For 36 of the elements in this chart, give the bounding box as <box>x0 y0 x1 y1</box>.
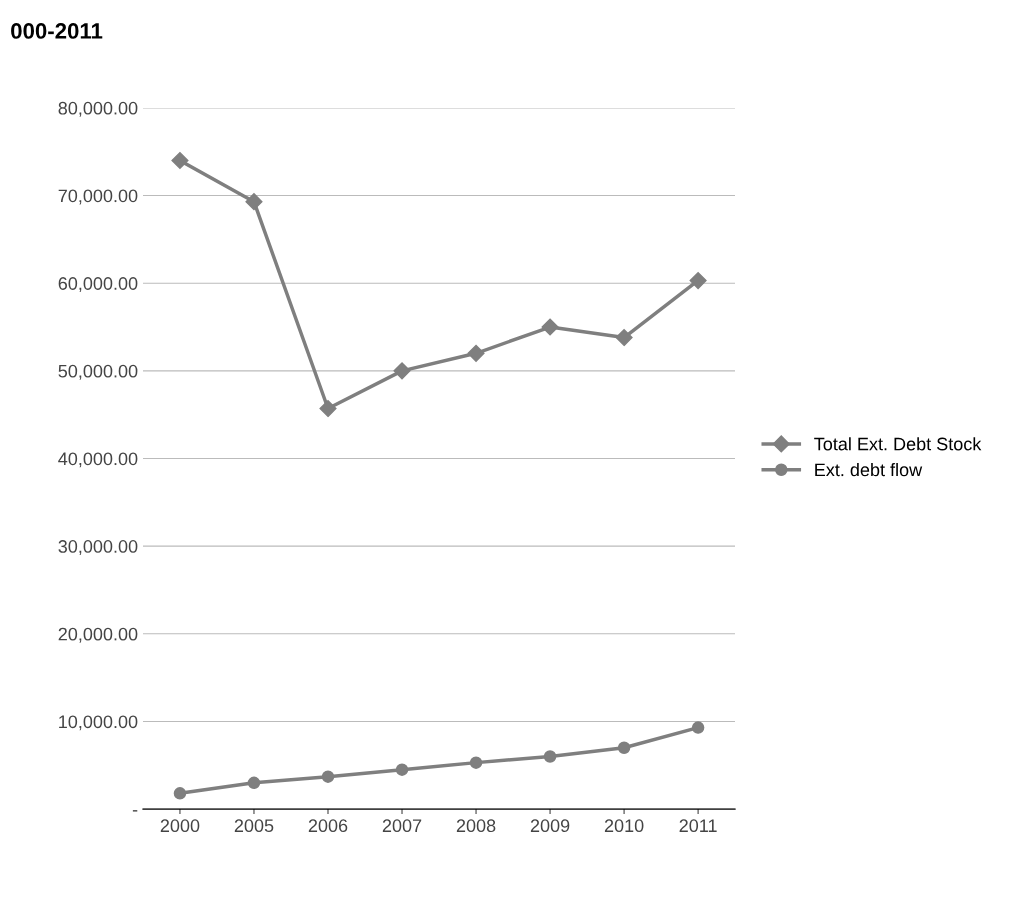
point <box>467 344 485 362</box>
point <box>395 763 409 776</box>
point <box>689 272 707 290</box>
point <box>321 770 335 783</box>
x-tick-label: 2007 <box>382 819 422 833</box>
y-tick-label: 20,000.00 <box>58 627 138 643</box>
x-tick-label: 2011 <box>679 819 717 833</box>
x-tick-label: 2006 <box>308 819 348 833</box>
point <box>393 362 411 380</box>
x-tick-label: 2010 <box>604 819 644 833</box>
chart-title: 000-2011 <box>11 23 103 39</box>
point <box>319 399 337 418</box>
x-tick-label: 2009 <box>530 819 570 833</box>
y-tick-label: 80,000.00 <box>58 101 138 117</box>
y-tick-label: 10,000.00 <box>59 715 138 731</box>
point <box>469 756 483 769</box>
y-tick-label: 30,000.00 <box>58 540 138 555</box>
x-tick-label: 2000 <box>160 819 200 833</box>
y-tick-label: - <box>132 810 138 812</box>
legend-label: Ext. debt flow <box>815 463 923 477</box>
point <box>171 151 189 170</box>
point <box>691 721 705 734</box>
x-tick-label: 2005 <box>234 819 274 833</box>
point <box>173 787 187 800</box>
y-tick-label: 70,000.00 <box>58 189 138 205</box>
point <box>617 741 631 754</box>
y-tick-label: 50,000.00 <box>58 364 138 380</box>
point <box>245 193 263 211</box>
point <box>541 318 559 336</box>
point <box>543 750 557 763</box>
legend-label: Total Ext. Debt Stock <box>814 437 982 451</box>
x-tick-label: 2008 <box>456 819 496 833</box>
point <box>615 328 633 347</box>
y-tick-label: 60,000.00 <box>58 277 138 293</box>
point <box>247 776 261 790</box>
y-tick-label: 40,000.00 <box>58 452 138 468</box>
